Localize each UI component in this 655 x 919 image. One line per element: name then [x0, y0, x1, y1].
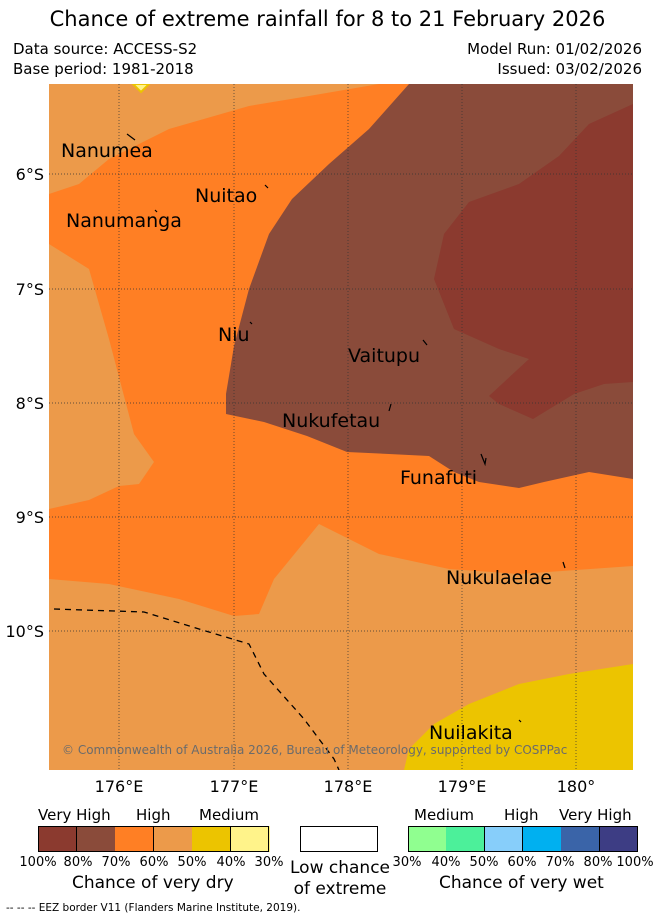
legend-wet-swatch: [523, 826, 562, 852]
legend-dry-pct: 60%: [139, 855, 169, 870]
lon-tick-179e: 179°E: [437, 777, 487, 796]
lat-tick-6s: 6°S: [15, 165, 44, 184]
legend-wet-swatch: [484, 826, 524, 852]
legend-dry-heading-medium: Medium: [199, 806, 259, 824]
place-funafuti: Funafuti: [400, 467, 478, 489]
legend-wet-heading-very-high: Very High: [559, 806, 632, 824]
legend-wet-pct: 70%: [545, 855, 575, 870]
lat-tick-7s: 7°S: [15, 280, 44, 299]
legend-dry-swatch: [230, 826, 270, 852]
lat-tick-8s: 8°S: [15, 394, 44, 413]
base-period: Base period: 1981-2018: [13, 60, 194, 78]
region-medium-40: [131, 84, 151, 94]
legend-dry-swatch: [76, 826, 116, 852]
legend-wet-pct: 60%: [507, 855, 537, 870]
legend-dry-swatch: [192, 826, 231, 852]
rainfall-map: [49, 84, 633, 770]
legend-wet-heading-medium: Medium: [414, 806, 474, 824]
lat-tick-10s: 10°S: [5, 622, 44, 641]
lon-tick-180: 180°: [556, 777, 596, 796]
legend-wet-swatch: [561, 826, 601, 852]
copyright-notice: © Commonwealth of Australia 2026, Bureau…: [62, 743, 568, 757]
model-run: Model Run: 01/02/2026: [467, 40, 642, 58]
lon-tick-178e: 178°E: [323, 777, 373, 796]
legend-low-swatch: [300, 826, 378, 852]
legend-wet-swatch: [408, 826, 447, 852]
legend-dry-pct: 30%: [254, 855, 284, 870]
legend-wet-heading-high: High: [504, 806, 539, 824]
legend-wet-pct: 100%: [616, 855, 654, 870]
legend-dry-heading-very-high: Very High: [38, 806, 111, 824]
legend-dry-heading-high: High: [136, 806, 171, 824]
place-nanumanga: Nanumanga: [66, 210, 182, 232]
legend-wet-pct: 30%: [392, 855, 422, 870]
legend-dry-pct: 80%: [63, 855, 93, 870]
map-title: Chance of extreme rainfall for 8 to 21 F…: [49, 7, 606, 31]
eez-border: [53, 608, 340, 770]
place-nukulaelae: Nukulaelae: [446, 567, 552, 589]
legend-dry-pct: 100%: [19, 855, 57, 870]
legend-wet-swatch: [446, 826, 486, 852]
legend-wet-pct: 40%: [431, 855, 461, 870]
place-vaitupu: Vaitupu: [348, 345, 421, 367]
legend-dry-swatch: [115, 826, 154, 852]
legend-dry-pct: 50%: [177, 855, 207, 870]
issued-date: Issued: 03/02/2026: [497, 60, 642, 78]
region-very-high-90: [434, 104, 633, 419]
place-nuilakita: Nuilakita: [429, 722, 513, 744]
place-nanumea: Nanumea: [61, 140, 153, 162]
place-nukufetau: Nukufetau: [282, 410, 381, 432]
place-niu: Niu: [218, 324, 250, 346]
lon-tick-177e: 177°E: [209, 777, 259, 796]
place-nuitao: Nuitao: [195, 185, 258, 207]
legend-dry-swatch: [38, 826, 77, 852]
island-marks: [126, 133, 566, 723]
data-source: Data source: ACCESS-S2: [13, 40, 198, 58]
lat-tick-9s: 9°S: [15, 508, 44, 527]
legend-dry-pct: 70%: [101, 855, 131, 870]
legend-wet-pct: 80%: [583, 855, 613, 870]
legend-dry-caption: Chance of very dry: [72, 873, 234, 893]
legend-wet-caption: Chance of very wet: [439, 873, 604, 893]
legend-wet-pct: 50%: [469, 855, 499, 870]
legend-low-caption-2: of extreme: [293, 879, 387, 899]
legend-low-caption-1: Low chance: [290, 858, 390, 878]
grid-lines: [49, 84, 633, 770]
eez-note: -- -- -- EEZ border V11 (Flanders Marine…: [6, 902, 301, 914]
legend-wet-swatch: [599, 826, 639, 852]
legend-dry-pct: 40%: [216, 855, 246, 870]
legend-dry-swatch: [153, 826, 193, 852]
lon-tick-176e: 176°E: [94, 777, 144, 796]
